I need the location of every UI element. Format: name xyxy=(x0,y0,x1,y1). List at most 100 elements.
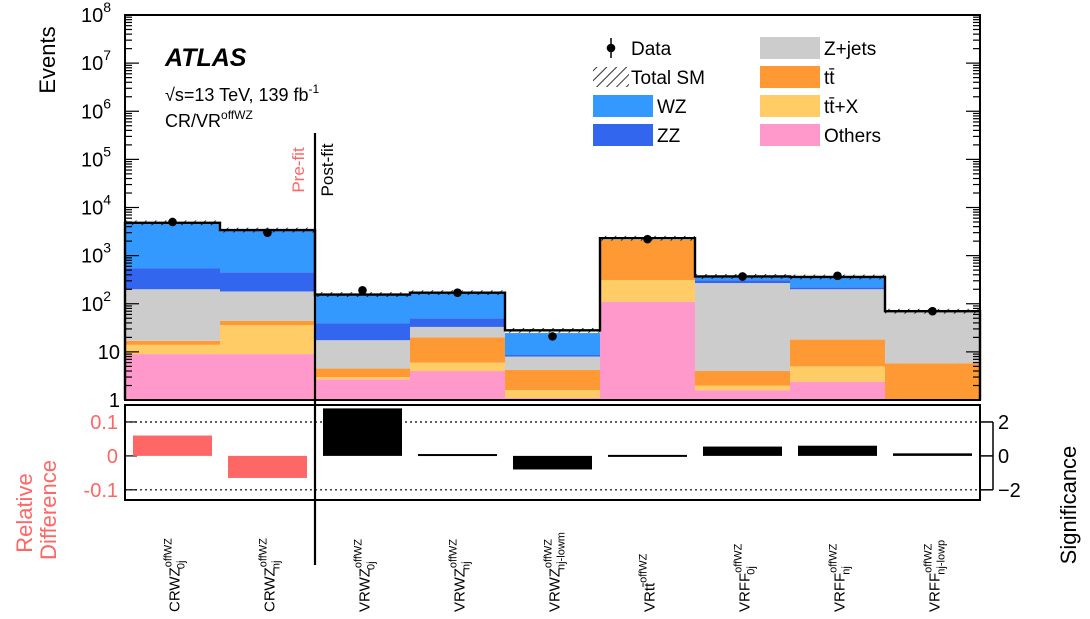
legend-swatch xyxy=(593,124,653,146)
stack-segment xyxy=(505,356,600,371)
stack-segment xyxy=(125,289,220,341)
stack-segment xyxy=(600,240,695,281)
category-subscript: nj-lowm xyxy=(556,532,568,570)
y-tick-label: 105 xyxy=(81,143,111,171)
relative-difference-bar xyxy=(228,455,307,478)
stack-segment xyxy=(505,390,600,399)
category-label: VRFFoffWZnj xyxy=(828,543,853,612)
stack-segment xyxy=(600,280,695,302)
ratio-y-label-line2: Difference xyxy=(36,460,61,560)
category-label: VRWZoffWZnj xyxy=(448,539,473,612)
legend-entry: Z+jets xyxy=(760,37,876,60)
category-label: VRWZoffWZnj-lowm xyxy=(543,532,568,612)
ratio-y-label: Relative Difference xyxy=(12,460,61,560)
data-point xyxy=(548,332,557,341)
stack-segment xyxy=(790,276,885,288)
category-subscript: 0j xyxy=(366,561,378,570)
significance-bar xyxy=(703,446,782,456)
y-tick-label: 108 xyxy=(81,0,111,27)
legend-hatch-swatch xyxy=(593,67,629,87)
y-tick-base: 10 xyxy=(81,53,103,75)
category-superscript: offWZ xyxy=(638,553,650,582)
legend-label: tt̄ xyxy=(824,68,835,89)
ratio-tick-label: 0 xyxy=(107,446,118,468)
category-superscript: offWZ xyxy=(163,538,175,567)
ratio-y-label-line1: Relative xyxy=(12,473,37,552)
stack-segment xyxy=(885,363,980,400)
category-superscript: offWZ xyxy=(733,543,745,572)
y-tick-base: 10 xyxy=(81,294,103,316)
y-tick-exponent: 7 xyxy=(103,47,111,63)
stack-segment xyxy=(220,320,315,326)
region-superscript: offWZ xyxy=(221,108,253,122)
legend-label: Total SM xyxy=(631,68,705,89)
y-tick-label: 106 xyxy=(81,95,111,123)
legend-entry: Data xyxy=(606,38,672,60)
category-superscript: offWZ xyxy=(543,539,555,568)
stack-segment xyxy=(695,385,790,391)
category-superscript: offWZ xyxy=(258,538,270,567)
y-tick-label: 102 xyxy=(81,288,111,316)
atlas-label: ATLAS xyxy=(164,44,247,72)
significance-bar xyxy=(893,453,972,456)
stack-segment xyxy=(125,268,220,290)
y-tick-label: 10 xyxy=(98,342,120,364)
energy-text: √s=13 TeV, 139 fb xyxy=(165,85,309,105)
y-tick-label: 1 xyxy=(109,390,120,412)
category-subscript: nj xyxy=(461,561,473,570)
data-point xyxy=(168,217,177,227)
category-base: VRWZ xyxy=(452,568,469,612)
stack-segment xyxy=(125,344,220,355)
stack-segment xyxy=(315,377,410,380)
stack-segment xyxy=(315,294,410,324)
legend-label: WZ xyxy=(657,97,687,118)
category-base: VRFF xyxy=(832,573,849,612)
legend-label: Z+jets xyxy=(824,39,876,60)
y-tick-exponent: 5 xyxy=(103,143,111,159)
data-point xyxy=(928,306,937,316)
y-tick-base: 10 xyxy=(81,149,103,171)
prefit-label: Pre-fit xyxy=(289,147,308,193)
ratio-panel-frame xyxy=(124,404,981,501)
significance-bar xyxy=(513,455,592,470)
postfit-label: Post-fit xyxy=(318,143,337,196)
y-tick-exponent: 4 xyxy=(103,192,111,208)
category-subscript: 0j xyxy=(176,561,188,570)
category-label: CRWZoffWZ0j xyxy=(163,538,188,612)
category-label: VRFFoffWZnj-lowp xyxy=(923,540,948,612)
category-base: VRFF xyxy=(737,573,754,612)
stack-segment xyxy=(315,340,410,369)
legend-data-marker xyxy=(606,43,616,53)
stack-segment xyxy=(410,337,505,363)
significance-tick-label: −2 xyxy=(998,480,1021,502)
y-tick-label: 103 xyxy=(81,240,111,268)
legend-entry: tt̄ xyxy=(760,66,835,89)
y-tick-base: 10 xyxy=(81,198,103,220)
stack-segment xyxy=(505,333,600,356)
y-tick-exponent: 8 xyxy=(103,0,111,15)
y-tick-exponent: 6 xyxy=(103,95,111,111)
stack-segment xyxy=(410,326,505,338)
significance-bar xyxy=(323,408,402,456)
stack-segment xyxy=(790,289,885,340)
stack-segment xyxy=(125,354,220,400)
energy-label: √s=13 TeV, 139 fb-1 xyxy=(165,82,319,105)
stack-segment xyxy=(125,340,220,345)
category-label: VRWZoffWZ0j xyxy=(353,539,378,612)
stack-segment xyxy=(315,323,410,341)
relative-difference-bar xyxy=(133,435,212,456)
significance-bar xyxy=(798,445,877,456)
category-base: CRWZ xyxy=(262,567,279,612)
category-label: VRtt̄offWZ xyxy=(638,553,659,612)
category-superscript: offWZ xyxy=(828,543,840,572)
stack-segment xyxy=(220,230,315,273)
stack-segment xyxy=(220,291,315,321)
category-base: VRWZ xyxy=(357,568,374,612)
stack-segment xyxy=(695,283,790,372)
y-tick-label: 104 xyxy=(81,192,111,220)
legend-entry: Total SM xyxy=(593,67,705,89)
legend-label: Data xyxy=(631,39,672,60)
stack-segment xyxy=(505,370,600,391)
stack-segment xyxy=(695,280,790,284)
